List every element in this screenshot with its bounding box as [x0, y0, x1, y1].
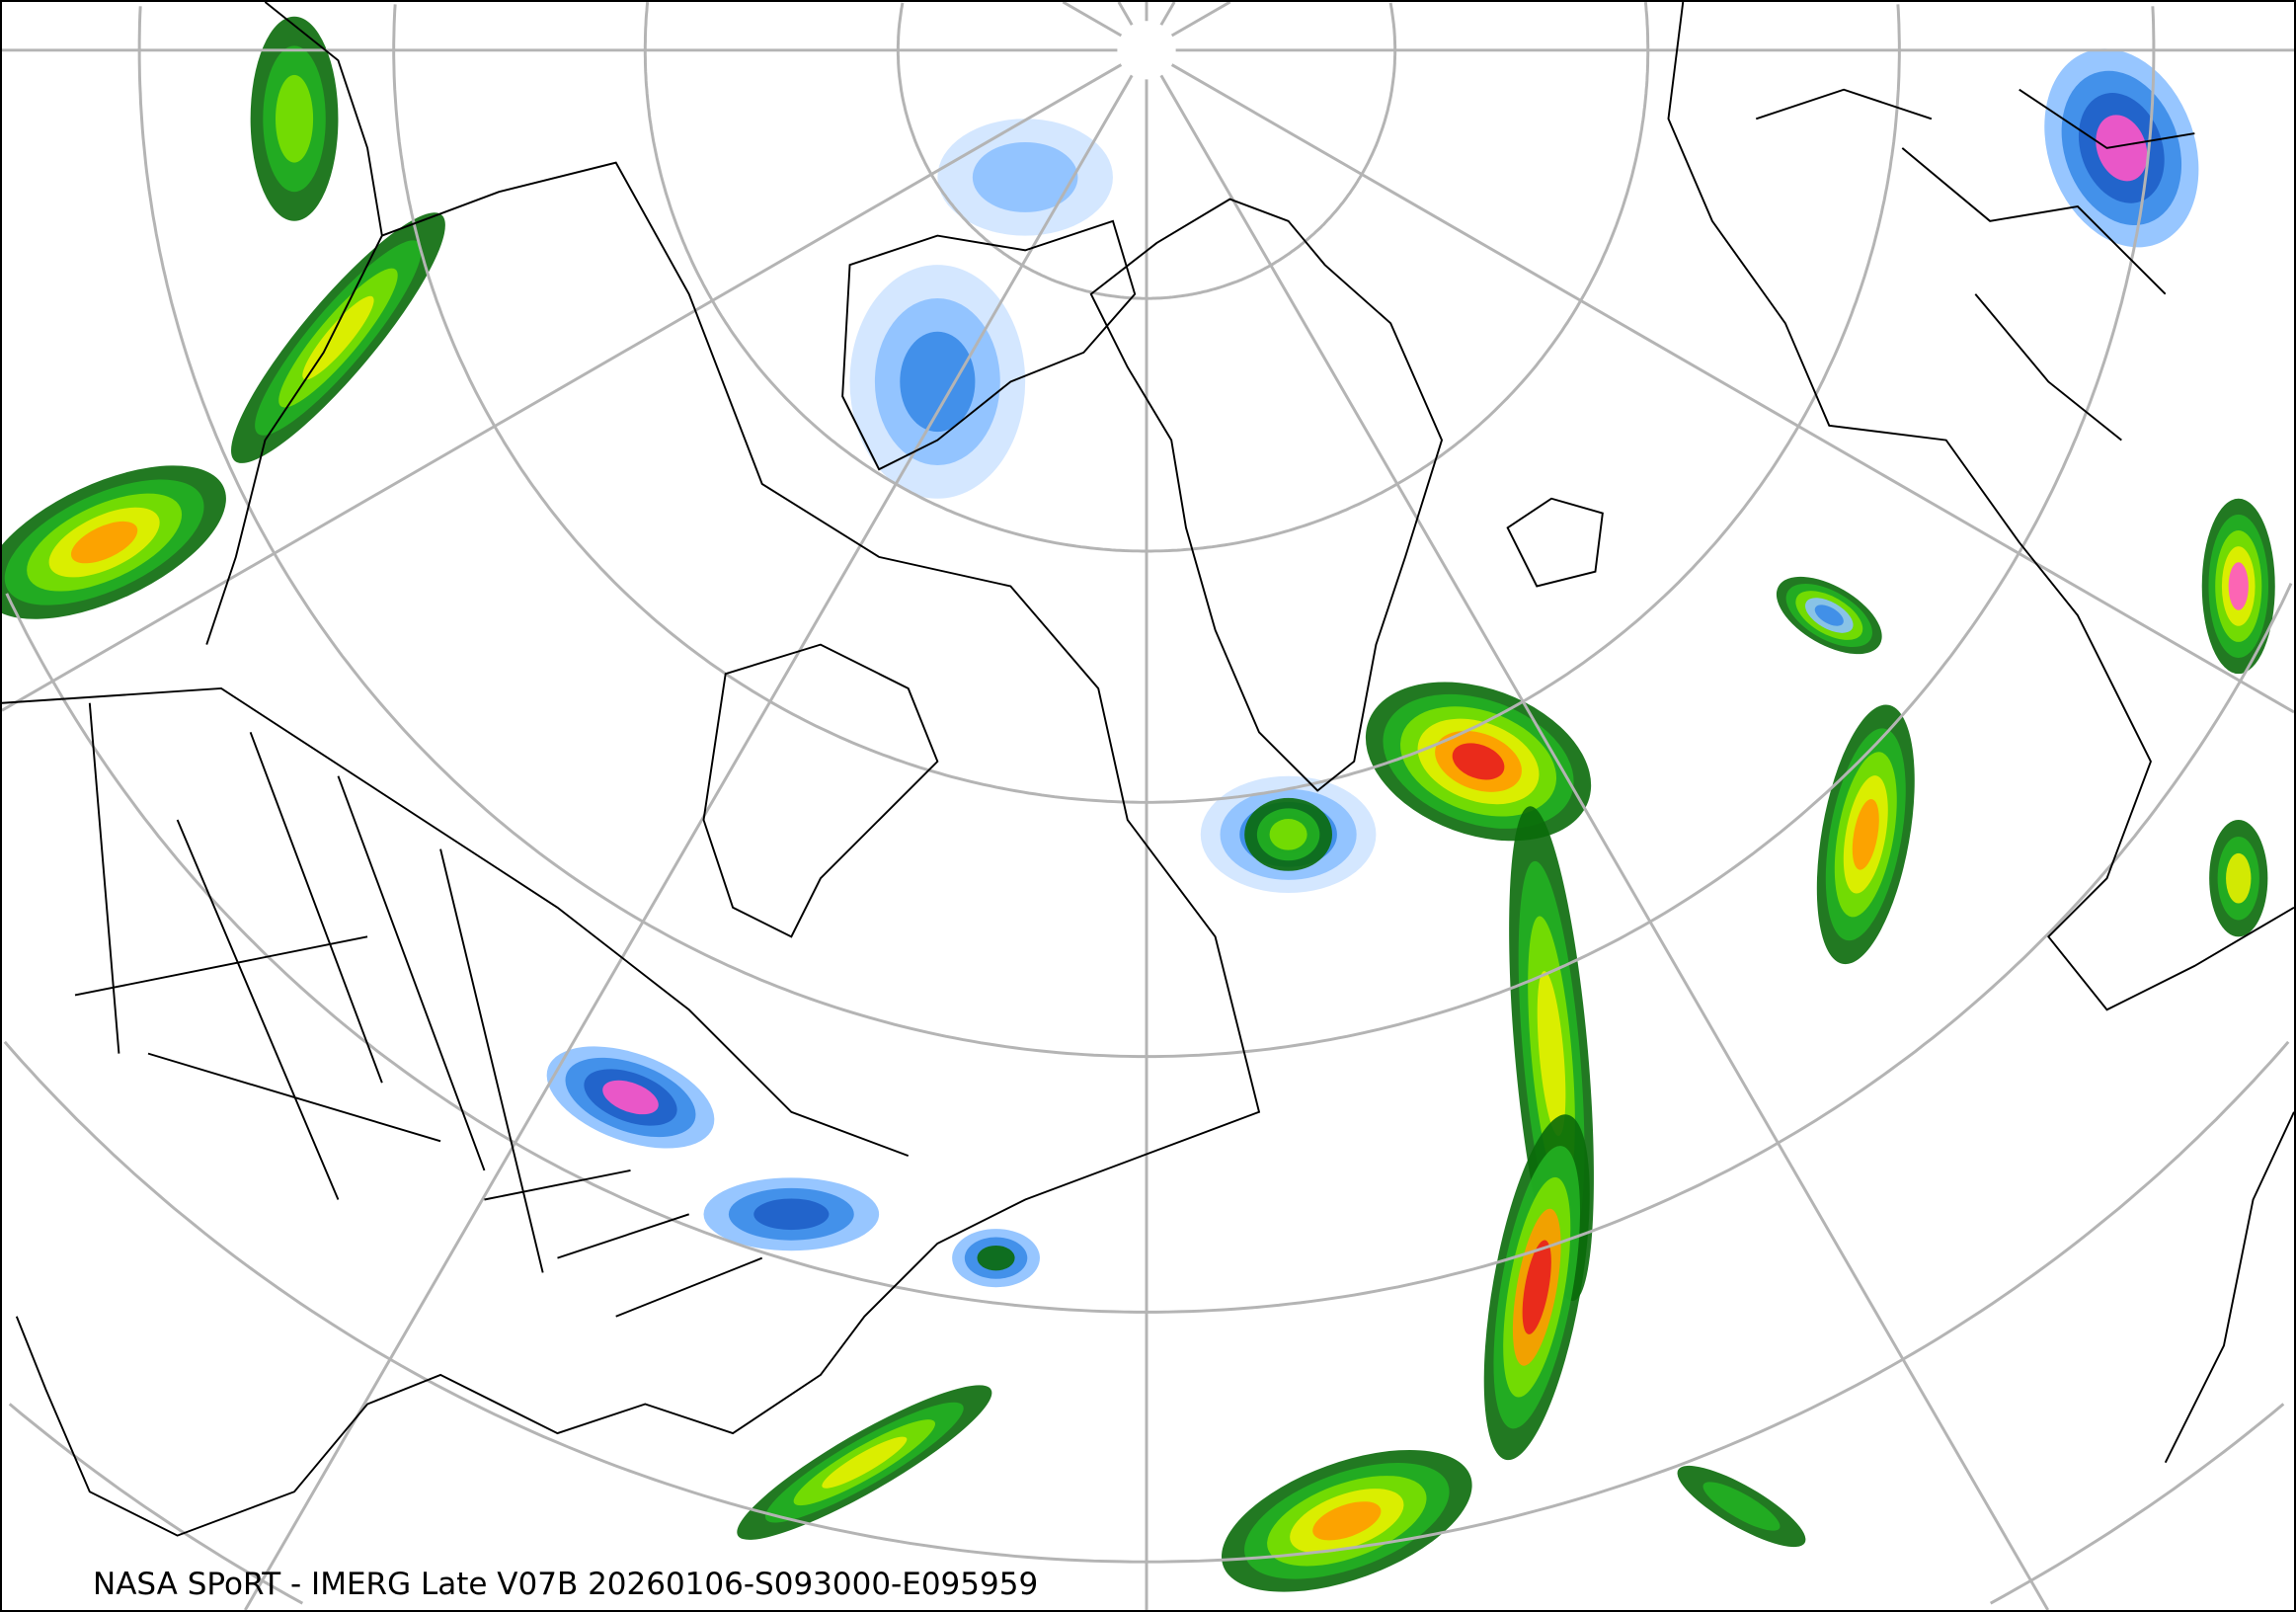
precipitation-area — [753, 1198, 830, 1231]
precipitation-area — [276, 74, 314, 163]
precipitation-area — [1269, 818, 1307, 850]
meridian-line — [1170, 2, 1231, 38]
latitude-circle — [8, 1403, 2285, 1605]
precipitation-area — [2226, 852, 2252, 904]
precipitation-layer — [2, 16, 2275, 1592]
precipitation-area — [70, 521, 138, 564]
coastlines-borders — [2, 2, 2294, 1537]
precipitation-area — [900, 331, 976, 433]
latitude-circle — [896, 2, 1397, 300]
latitude-circle — [643, 2, 1650, 553]
precipitation-area — [972, 141, 1078, 212]
north-america-coast — [15, 161, 1261, 1537]
precipitation-area — [1537, 971, 1566, 1137]
meridian-line — [1170, 63, 2294, 714]
precipitation-area — [602, 1080, 659, 1115]
meridian-line — [244, 74, 1134, 1610]
precipitation-area — [1702, 1482, 1781, 1531]
meridian-line — [1159, 74, 2050, 1610]
latitude-circle — [137, 6, 2156, 1059]
greenland-coast — [1089, 198, 1444, 792]
precipitation-area — [1814, 604, 1844, 626]
europe-coast — [1667, 2, 2294, 1011]
europe-borders — [1755, 88, 2195, 442]
hudson-bay — [702, 643, 939, 938]
precipitation-area — [1852, 799, 1879, 870]
precipitation-area — [2096, 115, 2148, 182]
precipitation-area — [977, 1245, 1015, 1271]
africa-coast — [2164, 1111, 2294, 1464]
meridian-line — [2, 63, 1123, 712]
meridian-line — [1062, 2, 1123, 38]
precipitation-area — [1452, 743, 1505, 780]
iceland — [1506, 497, 1604, 588]
map-caption: NASA SPoRT - IMERG Late V07B 20260106-S0… — [93, 1567, 1039, 1602]
state-lines — [74, 702, 763, 1318]
precipitation-area — [1312, 1501, 1382, 1541]
meridian-line — [1117, 2, 1134, 26]
us-canada-border — [2, 686, 910, 1158]
canada-arctic-islands — [841, 219, 1137, 471]
latitude-circle — [5, 583, 2293, 1314]
precipitation-area — [822, 1436, 908, 1489]
precipitation-area — [2228, 562, 2249, 610]
alaska-coast — [205, 2, 383, 645]
precipitation-area — [1522, 1240, 1551, 1334]
meridian-line — [1159, 2, 1176, 26]
